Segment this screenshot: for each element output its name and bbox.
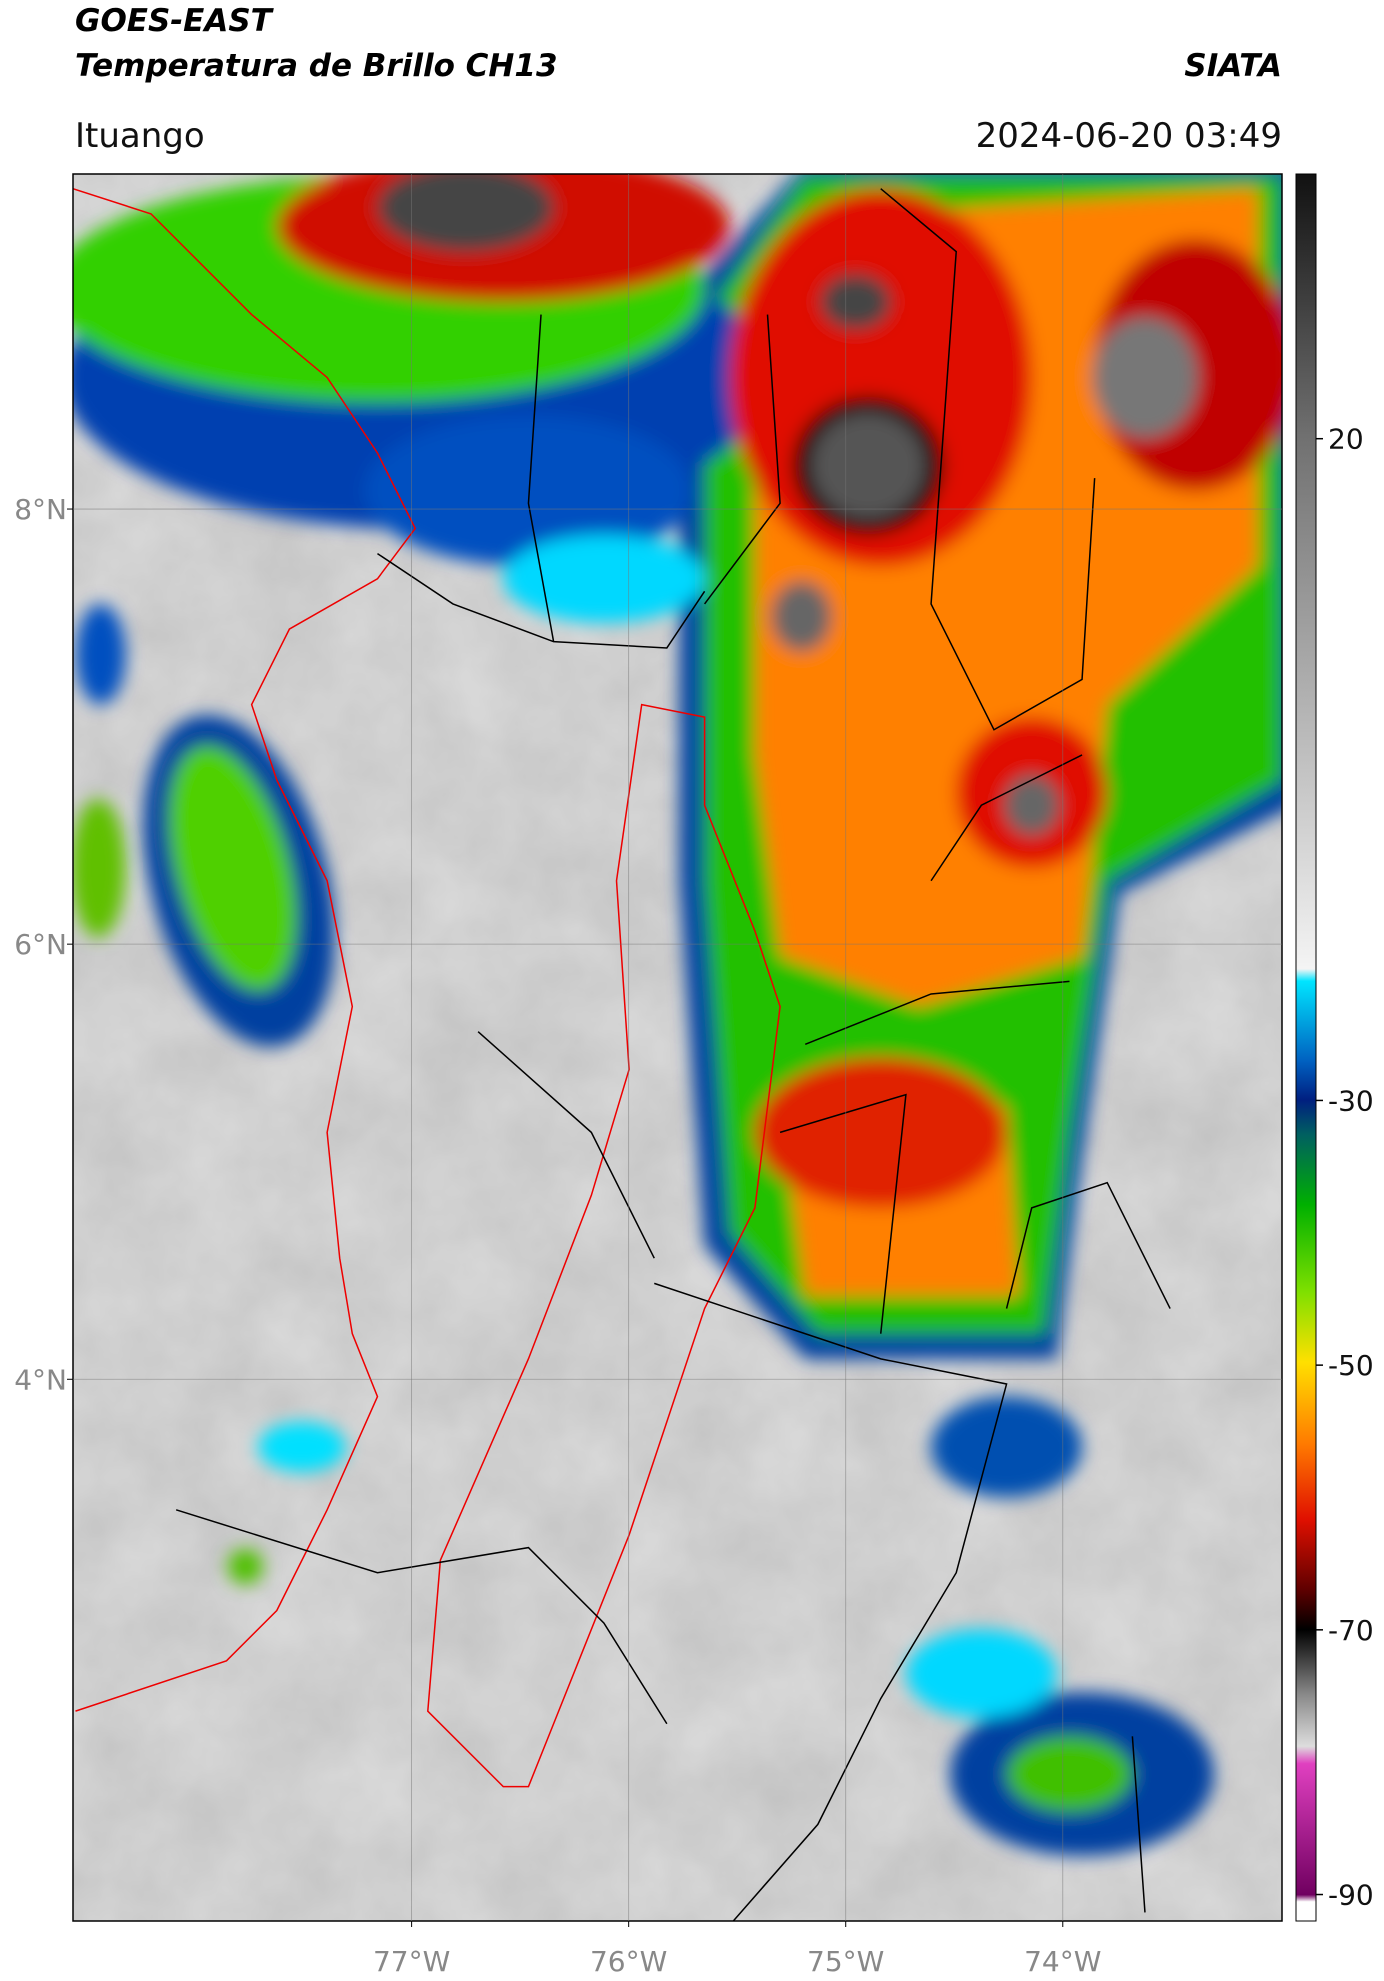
borders — [73, 188, 1171, 1921]
colorbar-tick-label: -30 — [1328, 1084, 1374, 1117]
agency: SIATA — [1184, 48, 1282, 84]
timestamp: 2024-06-20 03:49 — [976, 116, 1282, 156]
colorbar-tick-label: -70 — [1328, 1614, 1374, 1647]
lon-tick-label: 74°W — [1024, 1945, 1101, 1978]
cloud-tops — [73, 174, 1282, 1856]
colorbar — [1295, 173, 1317, 1922]
lat-tick-label: 8°N — [14, 493, 67, 526]
colorbar-tick-label: -50 — [1328, 1349, 1374, 1382]
lon-tick-label: 75°W — [807, 1945, 884, 1978]
map-area — [73, 174, 1282, 1921]
lon-tick-label: 76°W — [590, 1945, 667, 1978]
product: Temperatura de Brillo CH13 — [75, 48, 558, 84]
lat-tick-label: 4°N — [14, 1363, 67, 1396]
axes: 4°N 6°N 8°N 77°W 76°W 75°W 74°W 20 -30 -50 -70 -90 — [14, 174, 1374, 1978]
lat-tick-label: 6°N — [14, 928, 67, 961]
colorbar-tick-label: -90 — [1328, 1879, 1374, 1912]
map-frame — [72, 173, 1283, 1922]
location: Ituango — [75, 116, 205, 156]
lon-tick-label: 77°W — [373, 1945, 450, 1978]
colorbar-tick-label: 20 — [1328, 423, 1364, 456]
satellite: GOES-EAST — [75, 3, 275, 39]
